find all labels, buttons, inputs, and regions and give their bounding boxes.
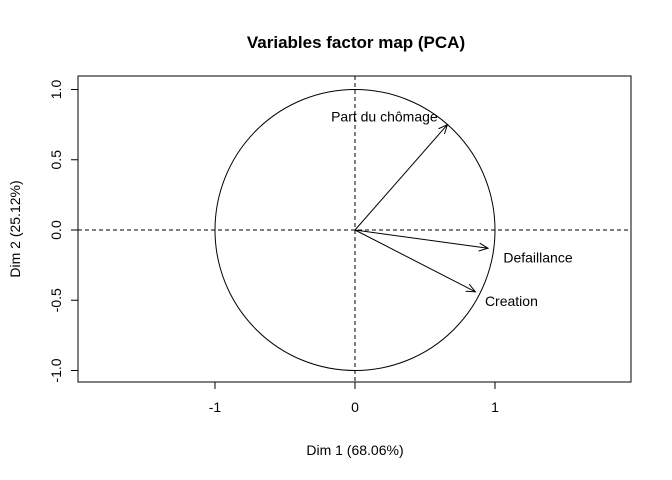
x-axis: -1 0 1 [209,381,499,415]
unit-circle [214,89,496,371]
variable-label: Creation [485,293,538,309]
y-tick-label: 0.5 [48,150,64,170]
correlation-circle [214,89,496,371]
x-tick-label: 1 [491,399,499,415]
y-tick-label: 0.0 [48,220,64,240]
x-tick-label: 0 [351,399,359,415]
y-tick-label: -1.0 [48,358,64,382]
variable-arrow [354,125,447,231]
x-axis-label: Dim 1 (68.06%) [306,442,403,458]
variable-label: Defaillance [503,249,572,265]
variable-arrows [354,125,488,292]
chart-title: Variables factor map (PCA) [247,33,465,52]
y-tick-label: 1.0 [48,80,64,100]
x-tick-label: -1 [209,399,222,415]
variable-arrow [354,229,488,248]
variable-label: Part du chômage [331,109,438,125]
reference-lines [78,76,631,382]
y-axis: -1.0 -0.5 0.0 0.5 1.0 [48,80,79,383]
y-tick-label: -0.5 [48,288,64,312]
variable-labels: Part du chômage Defaillance Creation [331,109,573,309]
variable-arrow [354,229,475,292]
y-axis-label: Dim 2 (25.12%) [7,180,23,277]
